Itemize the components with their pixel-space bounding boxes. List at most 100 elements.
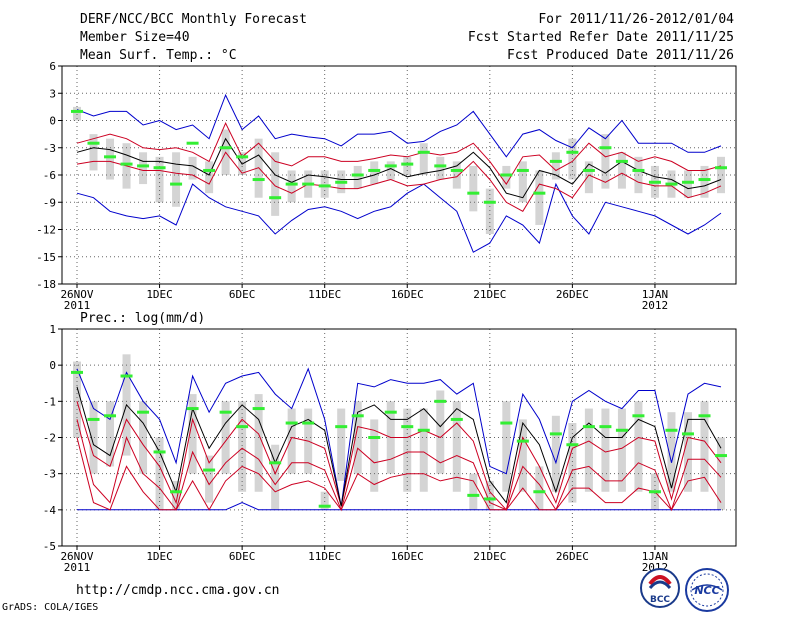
series-line-min: [77, 502, 721, 511]
bcc-logo-text: BCC: [650, 595, 670, 605]
ensemble-box: [601, 408, 610, 492]
ensemble-box: [452, 161, 461, 189]
ensemble-box: [89, 134, 98, 171]
ensemble-box: [535, 170, 544, 225]
series-line-max: [76, 93, 722, 158]
y-tick-label: -3: [43, 142, 56, 155]
y-tick-label: 0: [49, 359, 56, 372]
ensemble-box: [353, 165, 362, 189]
ensemble-box: [188, 156, 197, 180]
x-year-label: 2012: [642, 299, 669, 312]
ncc-logo: NCC: [685, 568, 729, 612]
y-tick-label: -4: [43, 504, 57, 517]
ensemble-box: [436, 156, 445, 180]
y-tick-label: -3: [43, 468, 56, 481]
series-line-lower: [76, 419, 722, 512]
source-url[interactable]: http://cmdp.ncc.cma.gov.cn: [76, 583, 280, 598]
ensemble-box: [485, 188, 494, 235]
y-tick-label: 3: [49, 87, 56, 100]
series-line-lower: [76, 151, 722, 212]
x-tick-label: 26DEC: [556, 288, 589, 301]
x-tick-label: 26NOV: [60, 288, 93, 301]
ensemble-box: [584, 161, 593, 194]
x-tick-label: 16DEC: [391, 288, 424, 301]
ensemble-box: [617, 152, 626, 189]
ensemble-box: [238, 401, 247, 492]
ensemble-box: [717, 437, 725, 510]
chart-title: DERF/NCC/BCC Monthly Forecast: [80, 12, 307, 27]
ensemble-box: [205, 161, 214, 194]
temperature-panel: 6 3 0 -3 -6 -9 -12 -15 -18 26NOV 1DEC 6DEC 11DEC 16DE…: [36, 60, 737, 312]
ensemble-box: [568, 423, 577, 503]
ensemble-box: [551, 415, 560, 492]
series-line-mean: [76, 386, 722, 507]
ensemble-box: [221, 401, 230, 474]
ensemble-box: [106, 401, 115, 467]
ensemble-box: [601, 134, 610, 189]
ensemble-box: [700, 165, 709, 198]
ensemble-box: [73, 106, 81, 121]
y-tick-label: -6: [43, 169, 56, 182]
y-tick-label: 6: [49, 60, 56, 73]
ensemble-box: [436, 390, 445, 474]
y-tick-label: -15: [36, 251, 56, 264]
y-tick-label: -1: [43, 395, 56, 408]
ensemble-box: [370, 419, 379, 492]
ensemble-box: [568, 138, 577, 180]
forecast-produced-date: Fcst Produced Date 2011/11/26: [507, 48, 734, 63]
ensemble-box: [271, 444, 280, 510]
series-line-min: [76, 182, 722, 253]
bcc-logo: BCC: [640, 568, 680, 608]
ensemble-box: [205, 455, 214, 503]
ensemble-box: [89, 401, 98, 474]
ensemble-box: [551, 152, 560, 180]
ensemble-box: [518, 419, 527, 492]
x-tick-label: 1JAN: [642, 550, 669, 563]
ensemble-box: [320, 491, 329, 510]
variable-label: Mean Surf. Temp.: °C: [80, 48, 237, 63]
y-tick-label: 0: [49, 115, 56, 128]
ensemble-box: [683, 170, 692, 198]
ensemble-box: [353, 401, 362, 474]
ensemble-box: [386, 161, 395, 180]
ensemble-box: [502, 401, 511, 492]
x-tick-label: 11DEC: [308, 288, 341, 301]
x-tick-label: 11DEC: [308, 550, 341, 563]
ensemble-box: [254, 394, 263, 492]
precipitation-panel: 1 0 -1 -2 -3 -4 -5 26NOV 1DEC 6DEC 11DEC 16DEC 21DEC…: [43, 323, 737, 574]
series-line-mean: [76, 137, 722, 199]
ensemble-box: [188, 394, 197, 474]
ensemble-box: [518, 161, 527, 203]
ensemble-box: [337, 408, 346, 481]
member-size: Member Size=40: [80, 30, 190, 45]
ensemble-box: [419, 143, 428, 175]
y-tick-label: -2: [43, 432, 56, 445]
x-tick-label: 16DEC: [391, 550, 424, 563]
ensemble-box: [271, 152, 280, 216]
series-line-max: [76, 367, 722, 507]
ensemble-box: [485, 480, 494, 510]
ensemble-box: [469, 473, 478, 510]
ensemble-box: [106, 138, 115, 180]
x-tick-label: 21DEC: [473, 288, 506, 301]
series-line-lowest: [76, 437, 722, 511]
x-tick-label: 1DEC: [146, 550, 173, 563]
ensemble-box: [139, 152, 148, 185]
x-year-label: 2011: [64, 299, 91, 312]
ensemble-box: [584, 408, 593, 492]
ensemble-box: [139, 401, 148, 474]
ensemble-box: [634, 401, 643, 492]
ensemble-box: [172, 480, 181, 510]
x-tick-label: 21DEC: [473, 550, 506, 563]
y-tick-label: -5: [43, 540, 56, 553]
y-tick-label: -12: [36, 224, 56, 237]
x-tick-label: 1DEC: [146, 288, 173, 301]
ensemble-box: [717, 156, 725, 194]
y-tick-label: 1: [49, 323, 56, 336]
ensemble-box: [287, 170, 296, 203]
x-year-label: 2011: [64, 561, 91, 574]
ncc-logo-text: NCC: [694, 584, 719, 597]
ensemble-box: [172, 152, 181, 207]
ensemble-box: [535, 466, 544, 510]
